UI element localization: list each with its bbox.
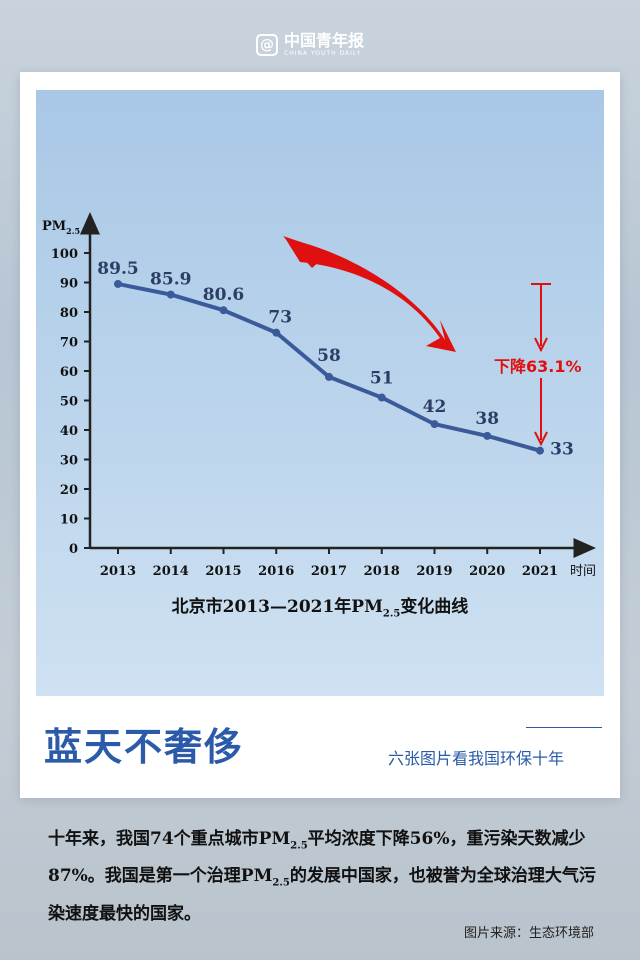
subtitle-rule (526, 727, 602, 728)
headline: 蓝天不奢侈 (44, 725, 245, 769)
x-tick-label: 2020 (469, 564, 505, 579)
x-tick-label: 2014 (153, 564, 189, 579)
x-tick-label: 2018 (364, 564, 400, 579)
data-label: 38 (475, 409, 499, 429)
data-label: 73 (268, 308, 292, 328)
drop-indicator (531, 283, 551, 447)
data-label: 51 (370, 369, 394, 389)
drop-annotation: 下降63.1% (494, 357, 582, 376)
x-tick-label: 2019 (416, 564, 452, 579)
brand-at-icon: @ (256, 34, 278, 56)
y-axis-label: PM2.5 (42, 219, 80, 236)
y-tick-label: 30 (60, 454, 78, 469)
data-label: 42 (423, 397, 447, 417)
x-tick-label: 2021 (522, 564, 558, 579)
x-tick-label: 2017 (311, 564, 347, 579)
data-label: 58 (317, 346, 341, 366)
data-point (166, 290, 175, 299)
data-point (483, 431, 492, 440)
data-point (114, 279, 122, 288)
data-label: 80.6 (203, 285, 244, 305)
y-tick-label: 80 (60, 306, 78, 321)
chart-title: 北京市2013—2021年PM2.5变化曲线 (171, 597, 469, 620)
chart-panel (36, 90, 604, 696)
data-point (430, 420, 439, 429)
data-point (377, 393, 386, 402)
y-tick-label: 40 (60, 424, 78, 439)
brand-name-en: CHINA YOUTH DAILY (284, 50, 362, 57)
brand-name-cn: 中国青年报 (284, 31, 365, 50)
x-tick-label: 2015 (205, 564, 241, 579)
y-tick-label: 60 (60, 365, 78, 380)
y-tick-label: 0 (69, 542, 78, 557)
data-label: 33 (550, 440, 574, 460)
body-text: 十年来，我国74个重点城市PM2.5平均浓度下降56%，重污染天数减少87%。我… (48, 829, 596, 924)
x-tick-label: 2016 (258, 564, 294, 579)
data-point (325, 372, 333, 381)
data-label: 85.9 (150, 270, 191, 290)
subtitle: 六张图片看我国环保十年 (388, 749, 565, 768)
y-tick-label: 20 (60, 483, 78, 498)
brand-logo: @ 中国青年报 CHINA YOUTH DAILY (256, 28, 406, 62)
y-tick-label: 50 (60, 395, 78, 410)
data-label: 89.5 (97, 259, 138, 279)
image-source: 图片来源：生态环境部 (463, 926, 594, 941)
x-tick-label: 2013 (100, 564, 136, 579)
y-tick-label: 10 (60, 513, 78, 528)
y-tick-label: 90 (60, 277, 78, 292)
data-point (536, 446, 544, 455)
y-tick-label: 100 (51, 247, 78, 262)
trend-arrow (283, 236, 456, 352)
data-point (219, 306, 228, 315)
x-axis-label: 时间 (570, 564, 596, 579)
data-point (272, 328, 281, 337)
y-tick-label: 70 (60, 336, 78, 351)
